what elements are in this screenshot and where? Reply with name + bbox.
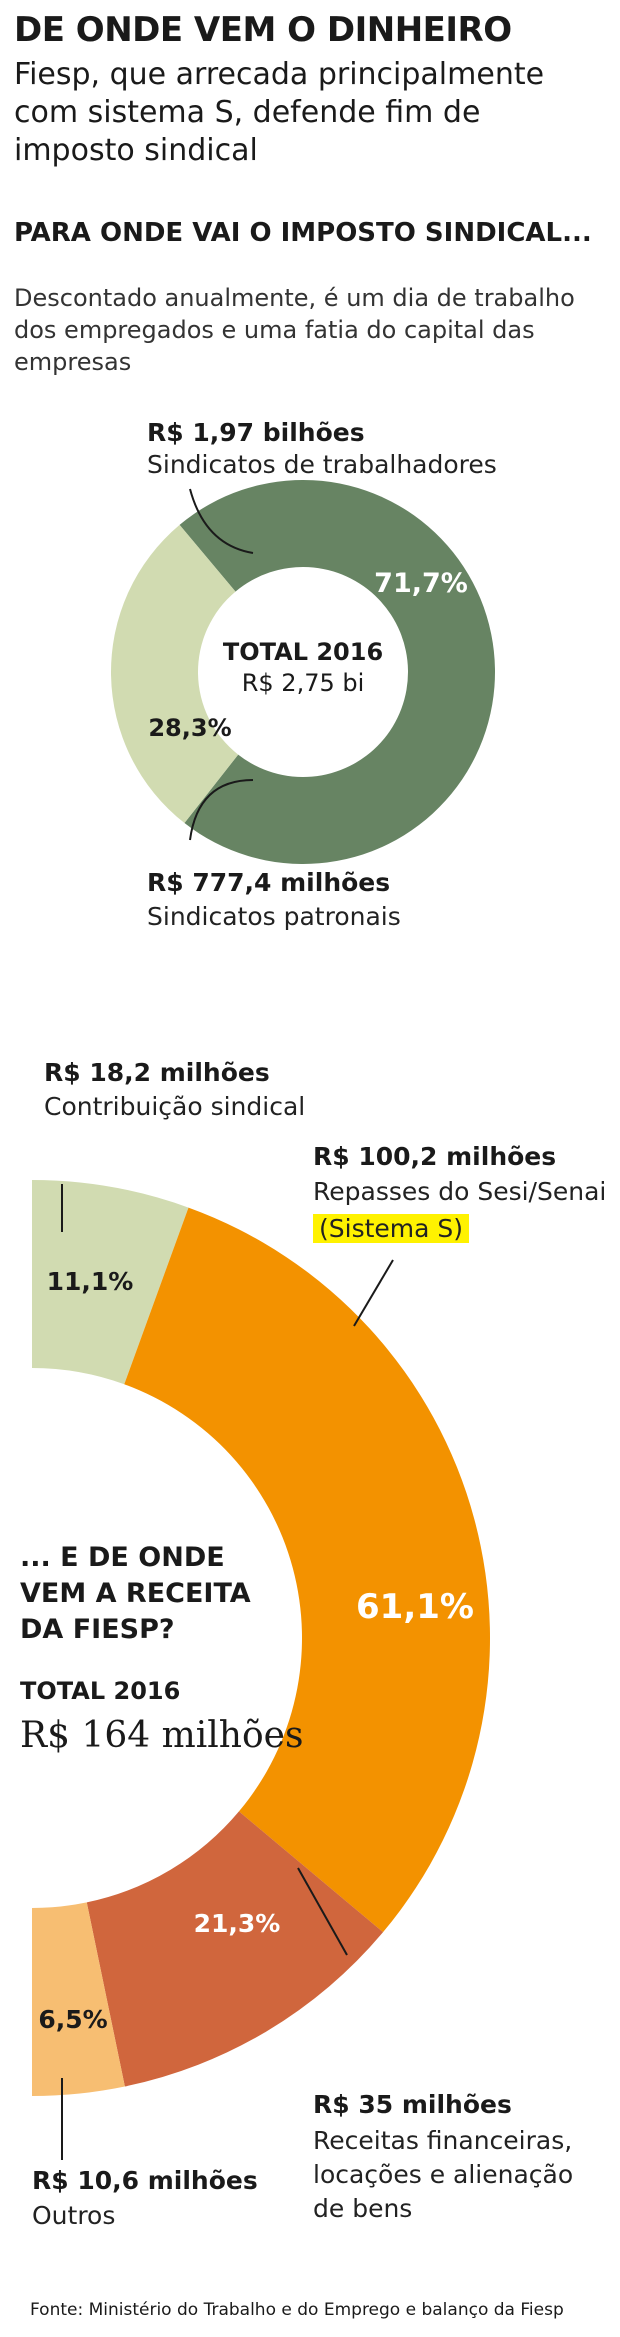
financeiras-desc-line1: Receitas financeiras, [313,2126,573,2155]
pct-trabalhadores: 71,7% [374,568,468,599]
trabalhadores-desc: Sindicatos de trabalhadores [147,450,497,479]
donut1-total-value: R$ 2,75 bi [242,669,365,697]
section2-total-label: TOTAL 2016 [20,1677,181,1705]
patronais-value: R$ 777,4 milhões [147,868,391,897]
headline: DE ONDE VEM O DINHEIRO [14,10,512,50]
section2-total-value: R$ 164 milhões [20,1715,304,1756]
deck: Fiesp, que arrecada principalmente com s… [14,57,545,168]
donut2-slice-outros [32,1902,125,2096]
leader-line-patronais [189,779,254,841]
pct-contribuicao: 11,1% [47,1267,134,1296]
donut2-slice-financeiras [86,1811,384,2087]
donut-imposto-sindical: TOTAL 2016 R$ 2,75 bi 71,7% 28,3% [111,480,496,864]
patronais-desc: Sindicatos patronais [147,902,401,931]
source-note: Fonte: Ministério do Trabalho e do Empre… [30,2300,564,2320]
financeiras-value: R$ 35 milhões [313,2090,512,2119]
outros-value: R$ 10,6 milhões [32,2166,258,2195]
trabalhadores-value: R$ 1,97 bilhões [147,418,365,447]
section2-title-line2: VEM A RECEITA [20,1578,251,1609]
pct-sesi-senai: 61,1% [356,1587,474,1627]
sesi-senai-value: R$ 100,2 milhões [313,1142,557,1171]
sesi-senai-desc: Repasses do Sesi/Senai [313,1177,607,1206]
financeiras-desc-line2: locações e alienação [313,2160,574,2189]
section2-title: ... E DE ONDE VEM A RECEITA DA FIESP? [20,1540,251,1648]
contribuicao-desc: Contribuição sindical [44,1092,306,1121]
donut2-slice-sesi-senai [124,1207,491,1933]
donut2-slice-contribuicao [32,1180,189,1385]
half-donut-receita-fiesp: 11,1% 61,1% 21,3% 6,5% [32,1180,491,2160]
section1-intro: Descontado anualmente, é um dia de traba… [14,284,575,376]
section1-title: PARA ONDE VAI O IMPOSTO SINDICAL... [14,218,592,248]
leader-line-trabalhadores [189,488,254,554]
pct-outros: 6,5% [38,2005,107,2034]
sistema-s-highlight: (Sistema S) [313,1214,470,1243]
pct-financeiras: 21,3% [194,1909,281,1938]
contribuicao-value: R$ 18,2 milhões [44,1058,270,1087]
section2-title-line1: ... E DE ONDE [20,1542,225,1573]
leader-line-financeiras [297,1867,348,1956]
sistema-s-text: (Sistema S) [313,1214,470,1243]
donut1-slice-trabalhadores [179,480,496,864]
financeiras-desc-line3: de bens [313,2194,413,2223]
leader-line-sesi-senai [353,1259,394,1327]
donut1-total-label: TOTAL 2016 [223,638,383,666]
pct-patronais: 28,3% [148,714,231,742]
section2-title-line3: DA FIESP? [20,1614,175,1645]
outros-desc: Outros [32,2201,116,2230]
donut1-slice-patronais [111,524,239,824]
